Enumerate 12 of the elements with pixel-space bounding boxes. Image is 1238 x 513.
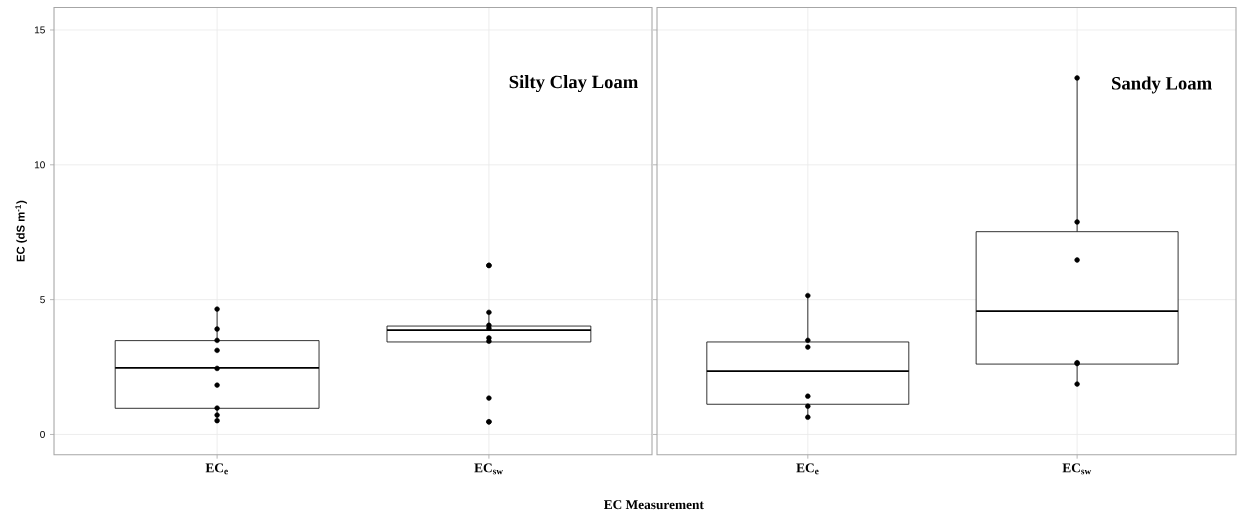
- annotation: Sandy Loam: [1112, 76, 1212, 94]
- y-tick-label: 5: [40, 296, 45, 304]
- x-tick-label: EC$_{sw}$: [1062, 463, 1092, 475]
- y-tick-label: 10: [34, 161, 45, 169]
- y-tick-label: 0: [40, 430, 45, 439]
- x-tick-label: EC$_{e}$: [205, 463, 228, 475]
- x-axis-title: EC Measurement: [603, 500, 704, 510]
- x-tick-label: EC$_{e}$: [796, 463, 819, 475]
- annotation: Silty Clay Loam: [509, 75, 639, 93]
- y-tick-label: 15: [34, 26, 45, 34]
- y-axis-title: EC (dS m$^{-1}$): [15, 200, 27, 262]
- x-tick-label: EC$_{sw}$: [474, 463, 503, 475]
